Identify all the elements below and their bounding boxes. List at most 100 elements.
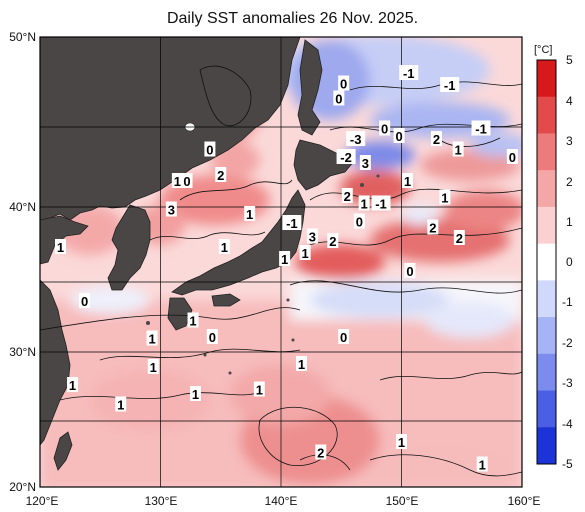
contour-label-bg (327, 233, 339, 248)
contour-label-bg (338, 329, 350, 344)
contour-label-bg (54, 239, 66, 254)
contour-label-bg (147, 359, 159, 374)
contour-label: 0 (209, 330, 216, 345)
map-title: Daily SST anomalies 26 Nov. 2025. (166, 10, 419, 27)
colorbar-frame (536, 59, 557, 465)
contour-label: 0 (509, 150, 516, 165)
lat-label-40n: 40°N (9, 200, 36, 214)
contour-label: -1 (286, 216, 298, 231)
contour-label-bg (333, 90, 345, 106)
contour-label: 2 (433, 132, 440, 147)
lon-label-160e: 160°E (507, 494, 541, 508)
contour-label-bg (358, 195, 370, 211)
contour-label-bg (338, 75, 350, 91)
contour-label-bg (404, 263, 416, 278)
contour-label-bg (204, 141, 216, 157)
colorbar-swatch (537, 133, 556, 171)
contour-label: 2 (456, 231, 463, 246)
lat-label-50n: 50°N (9, 30, 36, 44)
colorbar-tick: 5 (566, 53, 573, 67)
colorbar-swatch (537, 353, 556, 392)
contour-label-bg (396, 434, 407, 449)
contour-label-bg (452, 141, 464, 157)
contour-label-bg (427, 219, 439, 235)
contour-label-bg (353, 213, 365, 229)
contour-label: 2 (217, 168, 224, 183)
colorbar-tick: 3 (566, 134, 573, 148)
contour-label-bg (181, 173, 193, 188)
contour-label: 0 (356, 215, 363, 230)
contour-label-bg (171, 173, 183, 188)
contour-label: -2 (340, 150, 352, 165)
taiwan (53, 431, 73, 471)
contour-label-bg (146, 330, 158, 346)
contour-label-bg (189, 386, 201, 401)
island (360, 183, 364, 187)
colorbar-tick: -3 (562, 376, 573, 390)
contour-label: 1 (281, 252, 288, 267)
contour-label: 1 (398, 435, 405, 450)
contour-label: 0 (340, 77, 347, 92)
islands (146, 174, 380, 375)
contour-label: 1 (57, 240, 64, 255)
colorbar-unit: [°C] (534, 44, 553, 56)
colorbar-tick: 0 (566, 255, 573, 269)
contour-label: 0 (81, 294, 88, 309)
contour-label: 0 (395, 129, 402, 144)
contour-label-bg (295, 356, 307, 371)
contour-label: 1 (256, 383, 263, 398)
contour-label-bg (315, 444, 327, 460)
contour-label-bg (187, 312, 199, 328)
island (146, 321, 150, 325)
contour-label-bg (393, 128, 405, 143)
contour-label: 0 (183, 174, 190, 189)
contour-label-bg (476, 456, 488, 472)
colorbar-tick: -4 (562, 417, 573, 431)
contour-label-bg (336, 149, 356, 164)
contour-label: 1 (404, 174, 411, 189)
contour-label: 1 (221, 240, 228, 255)
contour-label: 0 (335, 92, 342, 107)
colorbar-swatch (537, 243, 556, 281)
lat-label-20n: 20°N (9, 480, 36, 494)
contour-label: 1 (361, 197, 368, 212)
contour-label-bg (379, 120, 391, 136)
contour-label-bg (79, 293, 91, 308)
island (228, 371, 232, 375)
lon-label-140e: 140°E (264, 494, 298, 508)
contour-label: 1 (150, 360, 157, 375)
contour-label: 1 (189, 314, 196, 329)
contour-label-bg (359, 155, 371, 170)
island (291, 338, 295, 342)
contour-label: 1 (117, 398, 124, 413)
contour-label: 1 (441, 191, 448, 206)
contour-label-bg (115, 396, 127, 412)
contour-label: 3 (168, 203, 175, 218)
contour-label-bg (439, 189, 451, 205)
contour-label: 1 (174, 174, 181, 189)
contour-label-bg (244, 206, 256, 221)
land (40, 37, 356, 471)
contour-label-bg (371, 195, 391, 211)
honshu (171, 189, 306, 296)
contour-label: 0 (406, 264, 413, 279)
colorbar-tick: -1 (562, 295, 573, 309)
contour-label: 1 (69, 378, 76, 393)
colorbar-swatch (537, 206, 556, 245)
lon-label-150e: 150°E (385, 494, 419, 508)
contour-label-bg (299, 245, 311, 260)
contour-label: 0 (206, 143, 213, 158)
colorbar-tick: 1 (566, 215, 573, 229)
shandong-peninsula (40, 215, 89, 265)
island (376, 174, 380, 178)
contour-label-bg (206, 329, 218, 344)
contour-label: -3 (350, 132, 362, 147)
contour-label-bg (399, 65, 419, 80)
colorbar-swatch (537, 280, 556, 318)
island (203, 353, 207, 357)
sakhalin (297, 39, 323, 136)
contour-label-bg (253, 381, 265, 397)
contour-label: 3 (309, 230, 316, 245)
